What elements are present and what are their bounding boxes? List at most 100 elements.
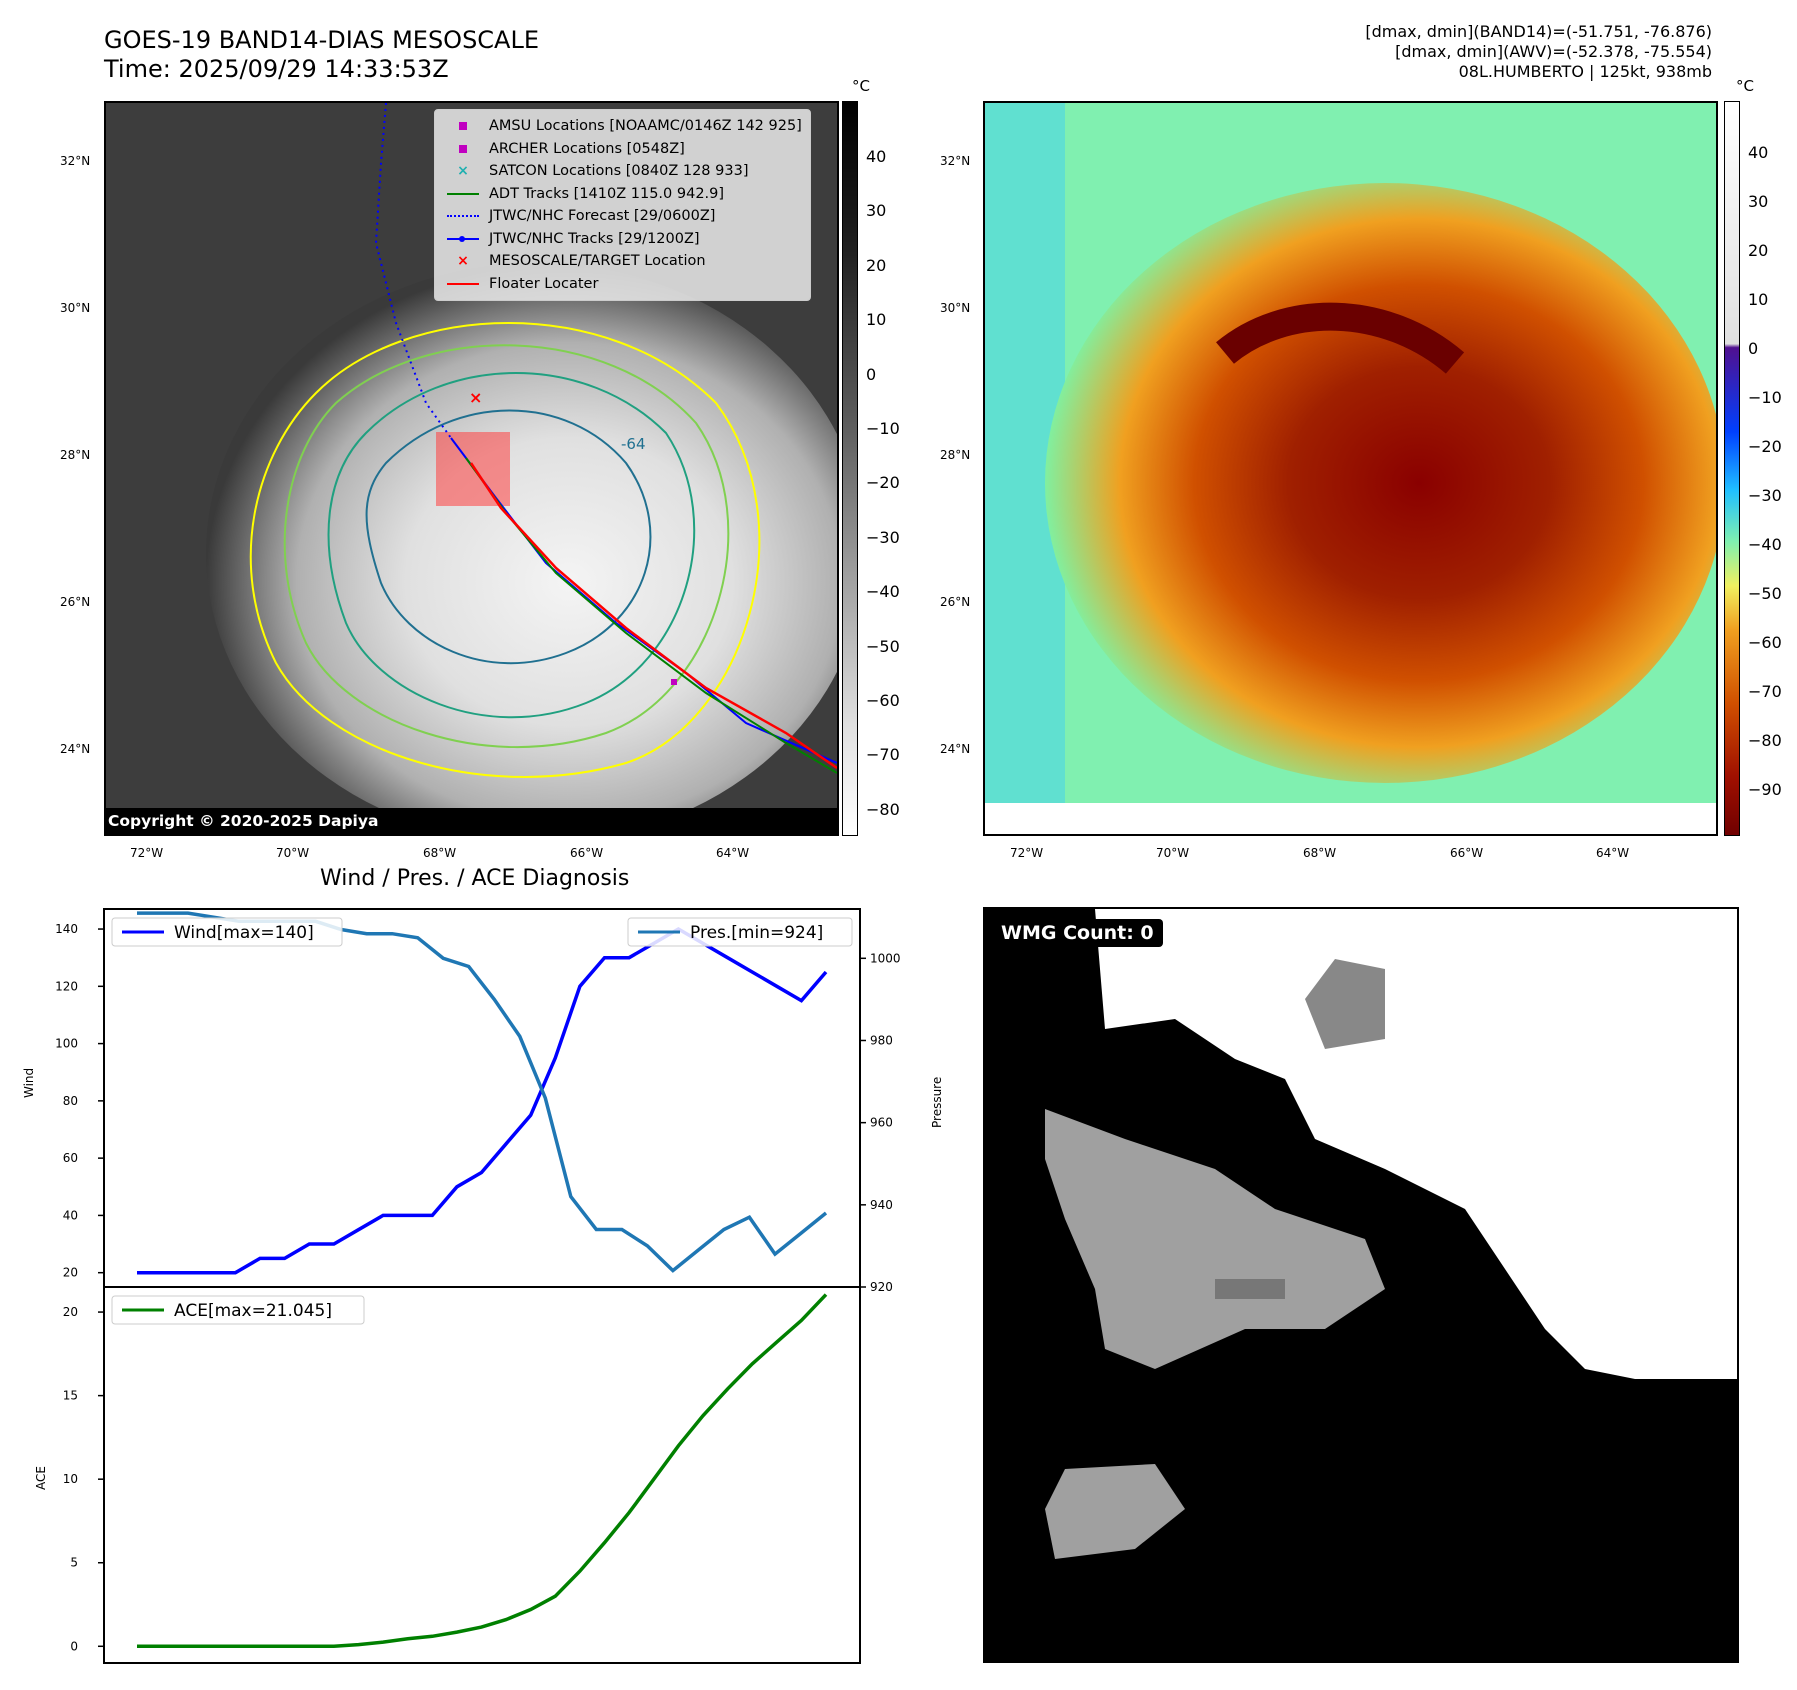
target-location-marker: × — [469, 388, 482, 407]
awv-storm — [1045, 183, 1716, 783]
awv-lon-tick: 66°W — [1450, 846, 1484, 860]
awv-empty-strip — [985, 803, 1716, 834]
legend-item: JTWC/NHC Forecast [29/0600Z] — [443, 205, 802, 228]
awv-image-panel — [983, 101, 1718, 836]
legend-label: SATCON Locations [0840Z 128 933] — [489, 163, 749, 179]
legend-label: MESOSCALE/TARGET Location — [489, 253, 706, 269]
awv-spiral-band — [1216, 302, 1465, 374]
ace-tick-label: 0 — [70, 1639, 78, 1653]
colorbar-tick-label: −60 — [1748, 633, 1782, 652]
colorbar-tick-label: −80 — [866, 799, 900, 819]
line-dot-icon — [443, 234, 483, 244]
wmg-dark-gray-bar — [1215, 1279, 1285, 1299]
line-marker-icon — [443, 189, 483, 199]
awv-lat-tick: 32°N — [940, 154, 971, 168]
ace-tick-label: 15 — [63, 1389, 78, 1403]
wind-tick-label: 140 — [55, 922, 78, 936]
colorbar-tick-label: −30 — [866, 527, 900, 547]
pressure-tick-label: 980 — [870, 1033, 893, 1047]
ace-axes-frame — [103, 1286, 861, 1664]
colorbar-tick-label: −60 — [866, 691, 900, 710]
awv-colorbar — [1724, 101, 1740, 836]
wind-axis-label: Wind — [22, 1067, 36, 1098]
contour-inner — [365, 409, 652, 665]
awv-lat-tick: 24°N — [940, 742, 971, 756]
x-marker-icon: × — [457, 163, 469, 179]
wmg-gray-region — [1045, 1109, 1385, 1369]
ir-lon-tick: 64°W — [716, 846, 750, 860]
ir-lat-tick: 26°N — [60, 595, 91, 609]
pressure-tick-label: 920 — [870, 1280, 893, 1294]
colorbar-tick-label: −20 — [1748, 437, 1782, 456]
ace-tick-label: 10 — [63, 1472, 78, 1486]
figure-title-line1: GOES-19 BAND14-DIAS MESOSCALE — [104, 26, 540, 54]
ir-lon-tick: 70°W — [276, 846, 310, 860]
wind-pres-axes-frame — [103, 908, 861, 1288]
wmg-image — [985, 909, 1737, 1661]
legend-item: × MESOSCALE/TARGET Location — [443, 250, 802, 273]
wind-tick-label: 40 — [63, 1208, 78, 1222]
ace-tick-label: 5 — [70, 1556, 78, 1570]
ace-series-line — [137, 1293, 828, 1649]
pressure-tick-label: 960 — [870, 1116, 893, 1130]
colorbar-tick-label: −70 — [1748, 682, 1782, 701]
ir-lat-tick: 24°N — [60, 742, 91, 756]
dotted-line-icon — [443, 211, 483, 221]
ir-lon-tick: 72°W — [130, 846, 164, 860]
pressure-legend-box — [627, 917, 853, 947]
pressure-tick-label: 940 — [870, 1198, 893, 1212]
square-marker-icon — [443, 144, 483, 154]
ace-axis-label: ACE — [34, 1466, 48, 1490]
colorbar-tick-label: 20 — [1748, 241, 1769, 260]
awv-lat-tick: 26°N — [940, 595, 971, 609]
colorbar-tick-label: −30 — [1748, 486, 1782, 505]
floater-track — [469, 462, 837, 770]
ir-colorbar-unit: °C — [852, 77, 870, 95]
wmg-gray-patch — [1045, 1464, 1185, 1559]
legend-item: ARCHER Locations [0548Z] — [443, 138, 802, 161]
contour-teal — [327, 372, 696, 719]
figure-title: GOES-19 BAND14-DIAS MESOSCALE Time: 2025… — [104, 26, 539, 84]
amsu-marker — [671, 679, 677, 685]
ir-lat-tick: 30°N — [60, 301, 91, 315]
ir-lon-tick: 68°W — [423, 846, 457, 860]
wmg-count-badge: WMG Count: 0 — [992, 919, 1163, 947]
legend-label: AMSU Locations [NOAAMC/0146Z 142 925] — [489, 118, 802, 134]
legend-item: Floater Locater — [443, 273, 802, 296]
colorbar-tick-label: −40 — [1748, 535, 1782, 554]
colorbar-tick-label: −90 — [1748, 780, 1782, 799]
legend-item: JTWC/NHC Tracks [29/1200Z] — [443, 228, 802, 251]
diagnosis-title: Wind / Pres. / ACE Diagnosis — [320, 866, 630, 891]
wind-tick-label: 60 — [63, 1151, 78, 1165]
pressure-axis-label: Pressure — [930, 1076, 944, 1128]
wind-tick-label: 100 — [55, 1037, 78, 1051]
ace-tick-label: 20 — [63, 1305, 78, 1319]
ir-colorbar — [842, 101, 858, 836]
awv-lat-tick: 28°N — [940, 448, 971, 462]
square-marker-icon — [443, 121, 483, 131]
legend-item: AMSU Locations [NOAAMC/0146Z 142 925] — [443, 115, 802, 138]
stats-block: [dmax, dmin](BAND14)=(-51.751, -76.876) … — [1365, 22, 1712, 82]
stats-band14: [dmax, dmin](BAND14)=(-51.751, -76.876) — [1365, 22, 1712, 41]
awv-lat-tick: 30°N — [940, 301, 971, 315]
awv-lon-tick: 64°W — [1596, 846, 1630, 860]
legend-label: ADT Tracks [1410Z 115.0 942.9] — [489, 185, 725, 202]
x-marker-icon: × — [457, 253, 469, 269]
line-marker-icon — [443, 279, 483, 289]
legend-item: × SATCON Locations [0840Z 128 933] — [443, 160, 802, 183]
contour-green — [283, 344, 730, 749]
figure-title-line2: Time: 2025/09/29 14:33:53Z — [104, 55, 449, 83]
wmg-panel — [983, 907, 1739, 1663]
wind-tick-label: 120 — [55, 979, 78, 993]
awv-lon-tick: 70°W — [1156, 846, 1190, 860]
wind-legend-box — [111, 917, 343, 947]
ir-lat-tick: 28°N — [60, 448, 91, 462]
contour-label: -64 — [621, 435, 646, 453]
ace-legend-label: ACE[max=21.045] — [174, 1301, 332, 1321]
ace-legend-box — [111, 1295, 365, 1325]
legend-label: JTWC/NHC Forecast [29/0600Z] — [489, 208, 716, 224]
pressure-tick-label: 1000 — [870, 951, 901, 965]
colorbar-tick-label: −70 — [866, 745, 900, 765]
legend-item: ADT Tracks [1410Z 115.0 942.9] — [443, 183, 802, 206]
colorbar-tick-label: −10 — [866, 419, 900, 438]
